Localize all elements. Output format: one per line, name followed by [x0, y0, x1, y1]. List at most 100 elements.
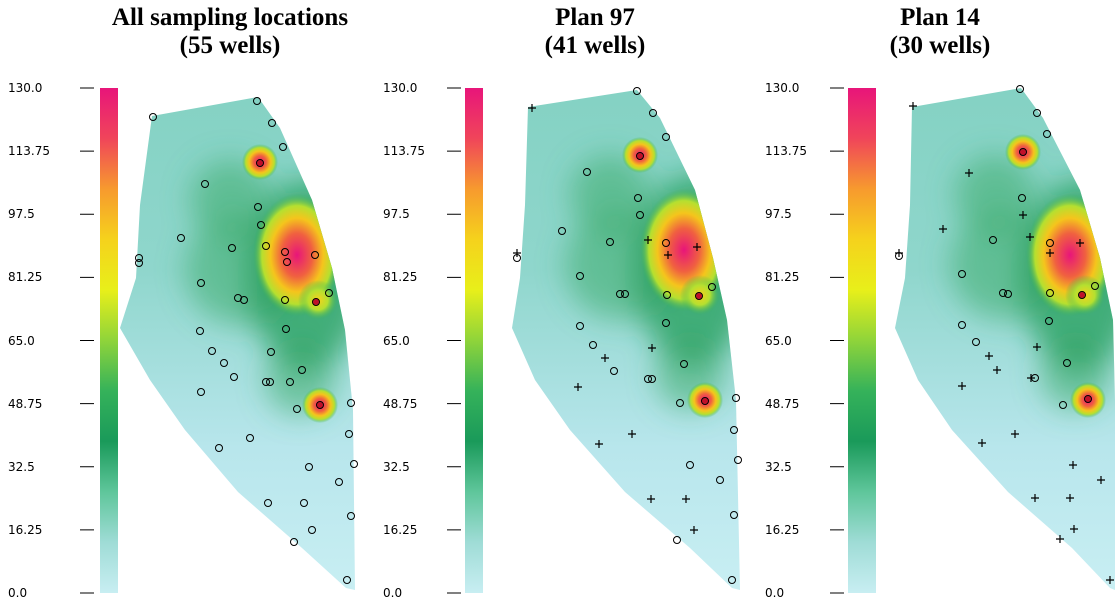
panel-title-line2: (30 wells): [889, 32, 991, 59]
panel-title: Plan 14 (30 wells): [780, 4, 1100, 60]
scale-tick-label: 16.25: [383, 522, 418, 537]
sampled-well-marker: [663, 291, 671, 299]
sampled-well-marker: [636, 152, 644, 160]
panel-title-line2: (41 wells): [544, 32, 646, 59]
sampled-well-marker: [347, 399, 355, 407]
sampled-well-marker: [716, 476, 724, 484]
scale-tick-label: 48.75: [8, 396, 43, 411]
panel-title-line1: All sampling locations: [111, 4, 349, 31]
sampled-well-marker: [262, 242, 270, 250]
sampled-well-marker: [673, 536, 681, 544]
sampled-well-marker: [576, 272, 584, 280]
sampled-well-marker: [576, 322, 584, 330]
sampled-well-marker: [350, 460, 358, 468]
unsampled-location-marker: [628, 430, 636, 438]
sampled-well-marker: [730, 426, 738, 434]
unsampled-location-marker: [682, 495, 690, 503]
sampled-well-marker: [616, 290, 624, 298]
sampled-well-marker: [1033, 109, 1041, 117]
sampled-well-marker: [649, 109, 657, 117]
panel-title-line1: Plan 97: [555, 4, 635, 31]
scale-tick-label: 65.0: [765, 333, 792, 348]
unsampled-location-marker: [1019, 211, 1027, 219]
sampled-well-marker: [300, 499, 308, 507]
unsampled-location-marker: [958, 382, 966, 390]
sampled-well-marker: [648, 375, 656, 383]
sampled-well-marker: [662, 239, 670, 247]
sampled-well-marker: [610, 367, 618, 375]
scale-tick-label: 48.75: [383, 396, 418, 411]
well-markers: [895, 85, 1114, 584]
sampled-well-marker: [583, 168, 591, 176]
scale-tick-label: 97.5: [383, 207, 410, 222]
scale-tick-label: 0.0: [765, 586, 785, 600]
sampled-well-marker: [636, 211, 644, 219]
sampled-well-marker: [316, 401, 324, 409]
sampled-well-marker: [149, 113, 157, 121]
scale-tick-label: 32.5: [765, 459, 792, 474]
panel-title: Plan 97 (41 wells): [435, 4, 755, 60]
sampled-well-marker: [201, 180, 209, 188]
unsampled-location-marker: [513, 249, 521, 257]
sampled-well-marker: [305, 463, 313, 471]
sampled-well-marker: [253, 97, 261, 105]
color-scale-bar: [848, 88, 876, 593]
sampled-well-marker: [197, 388, 205, 396]
unsampled-location-marker: [1056, 535, 1064, 543]
sampled-well-marker: [290, 538, 298, 546]
scale-tick-label: 32.5: [8, 459, 35, 474]
sampled-well-marker: [734, 456, 742, 464]
unsampled-location-marker: [528, 104, 536, 112]
unsampled-location-marker: [601, 354, 609, 362]
scale-tick-label: 16.25: [765, 522, 800, 537]
sampled-well-marker: [606, 238, 614, 246]
panel-title-line1: Plan 14: [900, 4, 980, 31]
unsampled-location-marker: [1076, 239, 1084, 247]
panel-title: All sampling locations (55 wells): [70, 4, 390, 60]
unsampled-location-marker: [1070, 525, 1078, 533]
sampled-well-marker: [708, 283, 716, 291]
unsampled-location-marker: [693, 243, 701, 251]
sampled-well-marker: [240, 296, 248, 304]
unsampled-location-marker: [985, 352, 993, 360]
scale-tick-label: 81.25: [383, 270, 418, 285]
scale-tick-label: 97.5: [765, 207, 792, 222]
sampled-well-marker: [644, 375, 652, 383]
sampled-well-marker: [196, 327, 204, 335]
sampled-well-marker: [177, 234, 185, 242]
sampled-well-marker: [135, 259, 143, 267]
sampled-well-marker: [281, 296, 289, 304]
sampled-well-marker: [254, 203, 262, 211]
unsampled-location-marker: [993, 366, 1001, 374]
unsampled-location-marker: [1069, 461, 1077, 469]
sampled-well-marker: [268, 119, 276, 127]
sampled-well-marker: [1063, 359, 1071, 367]
sampled-well-marker: [1091, 282, 1099, 290]
sampled-well-marker: [680, 360, 688, 368]
sampled-well-marker: [999, 289, 1007, 297]
unsampled-location-marker: [644, 236, 652, 244]
sampled-well-marker: [312, 298, 320, 306]
unsampled-location-marker: [939, 225, 947, 233]
sampled-well-marker: [695, 292, 703, 300]
sampled-well-marker: [958, 321, 966, 329]
scale-tick-label: 0.0: [8, 586, 28, 600]
unsampled-location-marker: [1031, 494, 1039, 502]
sampled-well-marker: [220, 359, 228, 367]
sampled-well-marker: [135, 254, 143, 262]
scale-tick-label: 130.0: [383, 81, 418, 95]
scale-tick-label: 81.25: [8, 270, 43, 285]
sampled-well-marker: [345, 430, 353, 438]
sampled-well-marker: [298, 366, 306, 374]
unsampled-location-marker: [1011, 430, 1019, 438]
sampled-well-marker: [676, 399, 684, 407]
sampled-well-marker: [728, 576, 736, 584]
sampled-well-marker: [228, 244, 236, 252]
unsampled-location-marker: [664, 251, 672, 259]
unsampled-location-marker: [574, 383, 582, 391]
